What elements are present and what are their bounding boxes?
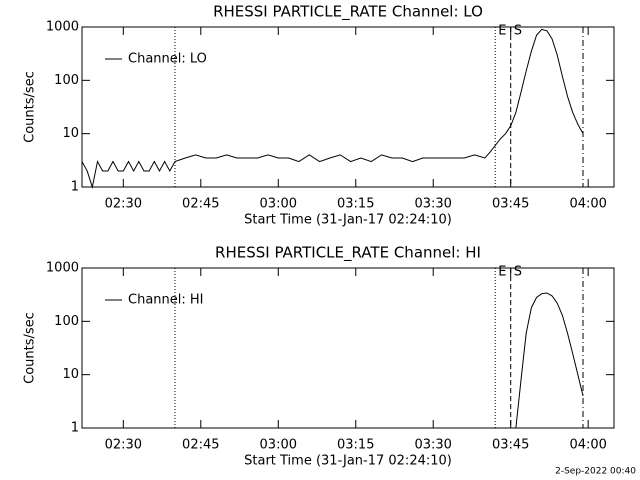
y-axis-label: Counts/sec [23,312,38,384]
x-tick-label: 04:00 [569,197,606,212]
chart-title: RHESSI PARTICLE_RATE Channel: LO [213,3,483,22]
x-tick-label: 03:00 [260,197,297,212]
data-line [81,28,584,189]
y-axis-label: Counts/sec [23,71,38,143]
legend-label: Channel: LO [128,52,207,67]
x-tick-label: 03:30 [414,197,451,212]
y-tick-label: 1 [71,421,79,436]
x-tick-label: 03:45 [492,438,529,453]
y-tick-label: 100 [54,73,79,88]
y-tick-label: 10 [62,367,79,382]
y-tick-label: 1000 [46,261,79,276]
y-tick-label: 10 [62,126,79,141]
x-axis-label: Start Time (31-Jan-17 02:24:10) [244,213,452,228]
event-label: E [498,265,506,280]
x-axis-label: Start Time (31-Jan-17 02:24:10) [244,454,452,469]
x-tick-label: 03:15 [337,438,374,453]
x-tick-label: 03:15 [337,197,374,212]
x-tick-label: 03:45 [492,197,529,212]
x-tick-label: 02:45 [182,197,219,212]
y-tick-label: 100 [54,314,79,329]
event-label: S [514,265,522,280]
chart-title: RHESSI PARTICLE_RATE Channel: HI [215,244,481,263]
x-tick-label: 02:45 [182,438,219,453]
x-tick-label: 02:30 [105,197,142,212]
plot-frame [81,26,615,188]
plot-frame [81,267,615,429]
x-tick-label: 03:30 [414,438,451,453]
event-label: E [498,24,506,39]
legend-label: Channel: HI [128,293,204,308]
x-tick-label: 04:00 [569,438,606,453]
x-tick-label: 03:00 [260,438,297,453]
footer: 2-Sep-2022 00:40 [555,467,636,477]
x-tick-label: 02:30 [105,438,142,453]
y-tick-label: 1 [71,180,79,195]
data-line [515,292,584,429]
y-tick-label: 1000 [46,20,79,35]
event-label: S [514,24,522,39]
